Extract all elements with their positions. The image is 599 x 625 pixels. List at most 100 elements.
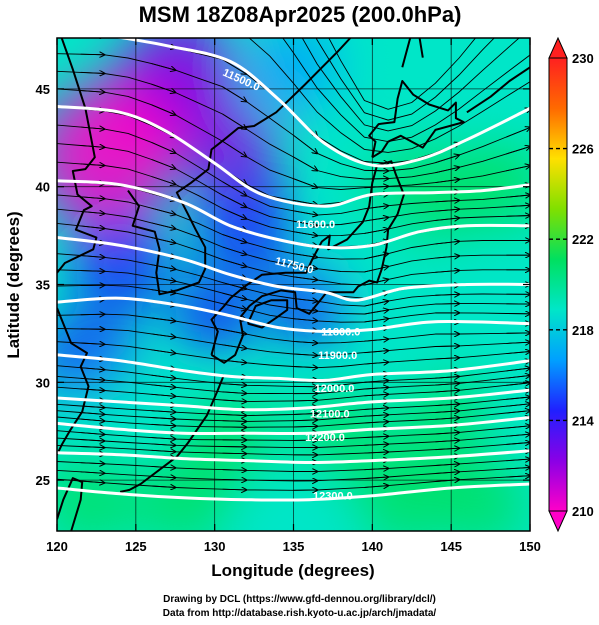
wind-arrow: [151, 394, 176, 396]
wind-arrow: [151, 104, 176, 115]
wind-arrow: [151, 418, 176, 419]
wind-arrow: [222, 259, 247, 267]
wind-arrow: [80, 211, 105, 213]
kuril-islands: [466, 66, 530, 114]
wind-arrow: [506, 195, 530, 197]
wind-arrow: [222, 292, 247, 299]
wind-arrow: [293, 156, 318, 170]
colorbar-tick-label: 230: [572, 51, 594, 66]
wind-arrow: [506, 397, 530, 399]
field-sample-23: [135, 452, 231, 531]
wind-arrow: [80, 433, 105, 435]
field-sample-2: [127, 38, 239, 125]
wind-arrow: [506, 342, 530, 343]
wind-arrow: [293, 134, 318, 153]
wind-arrow: [293, 420, 318, 421]
wind-arrow: [80, 447, 105, 448]
wind-arrow: [293, 299, 318, 302]
contour-11500: [114, 38, 530, 168]
wind-arrow: [364, 267, 388, 273]
wind-arrow: [364, 170, 388, 171]
wind-arrow: [506, 459, 530, 461]
credit-data-source: Data from http://database.rish.kyoto-u.a…: [162, 608, 437, 619]
map-plot-area: 11500.011600.011750.011800.011900.012000…: [57, 38, 530, 531]
wind-arrow: [151, 444, 176, 445]
wind-arrow: [435, 241, 459, 244]
wind-arrow: [364, 351, 388, 353]
contour-label-12200.0: 12200.0: [305, 432, 345, 444]
contour-11600: [57, 105, 530, 208]
wind-arrow: [222, 303, 247, 310]
longitude-axis: 120 125 130 135 140 145 150: [46, 38, 541, 554]
wind-arrow: [364, 254, 388, 260]
x-tick-label: 125: [125, 539, 147, 554]
wind-arrow: [151, 222, 176, 229]
wind-arrow: [222, 360, 247, 363]
wind-arrow: [435, 200, 459, 201]
wind-arrow: [222, 329, 247, 334]
x-tick-label: 150: [519, 539, 541, 554]
wind-arrow: [293, 178, 318, 188]
wind-arrow: [364, 468, 388, 469]
wind-arrow: [435, 448, 459, 449]
wind-arrow: [80, 72, 105, 73]
wind-arrow: [506, 426, 530, 428]
mainland-asia-coast: [57, 38, 98, 274]
wind-arrow: [151, 450, 176, 451]
wind-arrow: [364, 310, 388, 315]
colorbar-top-triangle: [548, 36, 568, 59]
wind-arrow: [293, 231, 318, 236]
wind-arrow: [435, 358, 459, 359]
wind-arrow: [435, 390, 459, 392]
wind-arrow: [151, 385, 176, 388]
wind-arrow: [435, 155, 459, 164]
contour-label-11800.0: 11800.0: [321, 326, 360, 338]
wind-arrow: [293, 319, 318, 321]
wind-arrow: [435, 404, 459, 406]
wind-arrow: [80, 463, 105, 464]
ryukyu-islands: [119, 374, 226, 493]
wind-arrow: [506, 404, 530, 406]
wind-arrow: [364, 301, 388, 307]
wind-arrow: [151, 424, 176, 425]
contour-label-11900.0: 11900.0: [318, 350, 357, 362]
wind-arrow: [435, 346, 459, 347]
wind-arrow: [151, 276, 176, 281]
chart-title: MSM 18Z08Apr2025 (200.0hPa): [139, 2, 462, 27]
wind-arrow: [506, 411, 530, 413]
field-sample-26: [435, 452, 530, 531]
credit-drawing: Drawing by DCL (https://www.gfd-dennou.o…: [163, 594, 436, 605]
wind-arrow: [80, 314, 105, 315]
wind-arrow: [293, 341, 318, 343]
wind-arrow: [293, 210, 318, 215]
wind-arrow: [506, 434, 530, 436]
x-tick-label: 130: [204, 539, 226, 554]
y-axis-label: Latitude (degrees): [4, 211, 23, 358]
wind-arrow: [364, 339, 388, 341]
wind-arrow: [364, 381, 388, 383]
wind-arrow: [506, 383, 530, 385]
wind-arrow: [151, 318, 176, 321]
field-sample-7: [332, 38, 444, 145]
wind-arrow: [222, 282, 247, 289]
x-tick-label: 135: [283, 539, 305, 554]
x-tick-label: 145: [440, 539, 462, 554]
wind-arrow: [80, 91, 105, 93]
wind-arrow: [435, 256, 459, 258]
wind-arrow: [151, 159, 176, 168]
field-sample-4: [198, 178, 294, 274]
wind-arrow: [151, 466, 176, 467]
wind-arrow: [80, 413, 105, 415]
wind-arrow: [222, 194, 247, 207]
y-tick-label: 40: [36, 180, 50, 195]
wind-arrow: [506, 205, 530, 206]
wind-arrow: [506, 352, 530, 354]
wind-arrow: [151, 83, 176, 92]
y-tick-label: 35: [36, 278, 50, 293]
wind-arrow: [151, 63, 176, 70]
wind-arrow: [364, 408, 388, 409]
streamline: [301, 38, 520, 132]
wind-arrow: [364, 319, 388, 322]
wind-arrow: [80, 164, 105, 166]
